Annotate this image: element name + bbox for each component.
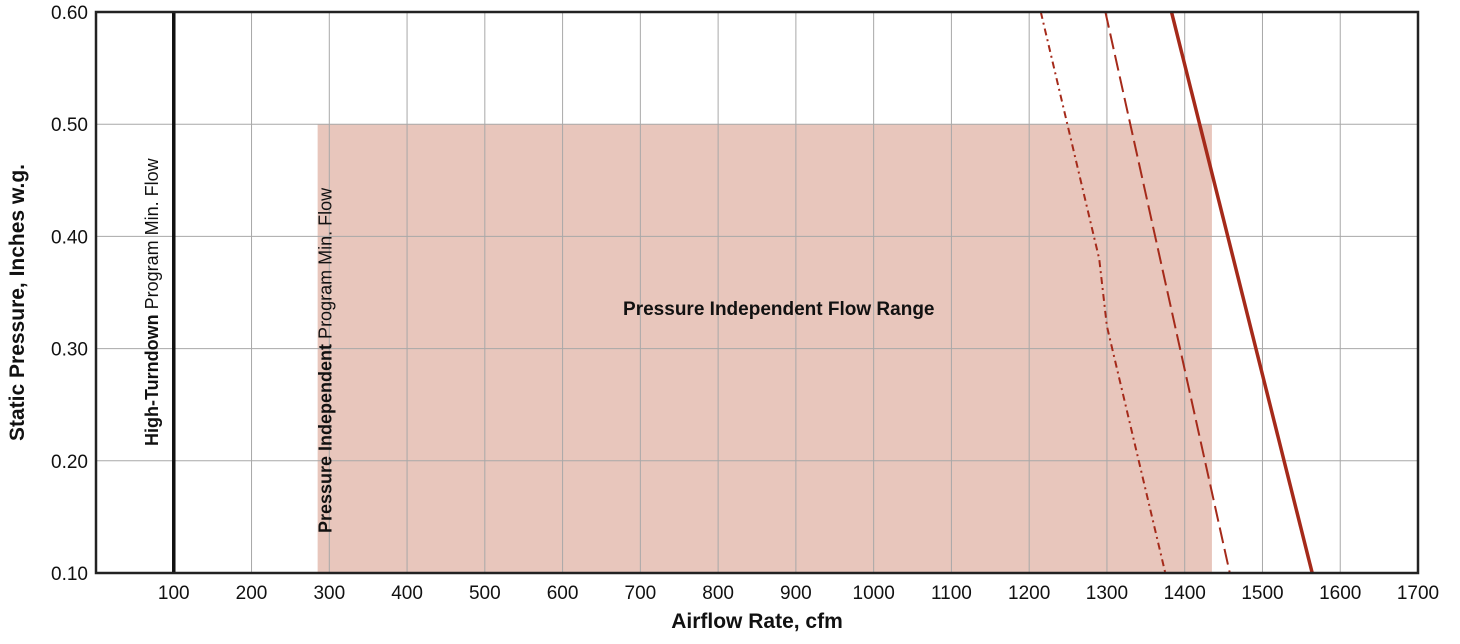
series-line-dashdot [1039,11,1167,574]
y-axis-title: Static Pressure, Inches w.g. [6,164,29,441]
tick-label-layer: 100 200 300 400 500 600 700 800 900 1000 1100 1200 1… [51,3,1439,604]
x-tick-label: 800 [702,583,734,604]
series-layer [172,11,1314,574]
x-tick-label: 1600 [1319,583,1361,604]
x-tick-label: 1700 [1397,583,1439,604]
annotation-layer: Airflow Rate, cfm Static Pressure, Inches… [6,157,935,633]
x-tick-label: 1100 [931,583,972,604]
x-tick-label: 1300 [1086,583,1128,604]
x-tick-label: 600 [547,583,579,604]
high-turndown-label-rest: Program Min. Flow [142,157,162,314]
x-tick-label: 900 [780,583,812,604]
x-tick-label: 1500 [1241,583,1283,604]
x-tick-label: 1400 [1164,583,1206,604]
x-tick-label: 200 [236,583,268,604]
x-tick-label: 1000 [853,583,895,604]
plot-frame [94,10,1420,575]
y-tick-label: 0.60 [51,3,88,24]
region-label: Pressure Independent Flow Range [623,299,934,320]
x-axis-title: Airflow Rate, cfm [671,610,843,633]
pressure-independent-min-label-bold: Pressure Independent [316,344,336,533]
series-line-dashed [1104,11,1231,574]
x-tick-label: 500 [469,583,501,604]
series-line-solid [1169,11,1314,574]
x-tick-label: 700 [625,583,657,604]
high-turndown-label-bold: High-Turndown [142,314,162,446]
pressure-independent-min-label-rest: Program Min. Flow [316,187,336,344]
y-tick-label: 0.10 [51,564,88,585]
x-tick-label: 1200 [1008,583,1050,604]
high-turndown-label: High-Turndown Program Min. Flow [142,157,162,446]
y-tick-label: 0.20 [51,452,88,473]
pressure-independent-min-label: Pressure Independent Program Min. Flow [316,187,336,533]
y-tick-label: 0.50 [51,115,88,136]
x-tick-label: 400 [391,583,423,604]
x-tick-label: 100 [158,583,190,604]
x-tick-label: 300 [313,583,345,604]
plot-frame-layer [94,10,1420,575]
y-tick-label: 0.30 [51,340,88,361]
y-tick-label: 0.40 [51,227,88,248]
